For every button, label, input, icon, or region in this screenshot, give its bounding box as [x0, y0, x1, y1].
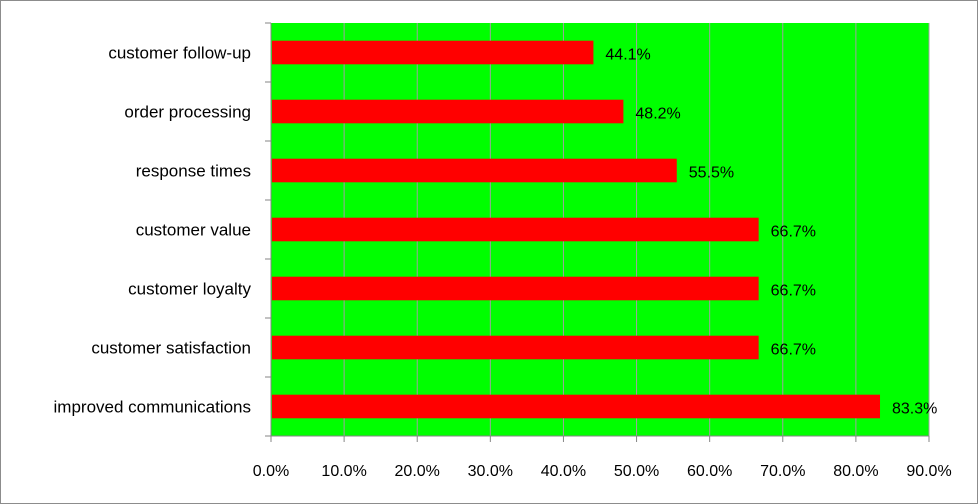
category-label: customer follow-up	[108, 44, 251, 63]
bar	[272, 217, 759, 242]
x-tick-label: 0.0%	[253, 463, 289, 480]
x-tick-label: 30.0%	[468, 463, 513, 480]
value-label: 66.7%	[771, 342, 816, 359]
value-label: 83.3%	[892, 401, 937, 418]
category-label: customer value	[136, 221, 251, 240]
category-label: order processing	[124, 103, 251, 122]
bar	[272, 158, 677, 183]
value-label: 48.2%	[635, 106, 680, 123]
value-label: 66.7%	[771, 224, 816, 241]
value-label: 44.1%	[605, 47, 650, 64]
category-label: response times	[136, 162, 251, 181]
x-tick-label: 80.0%	[833, 463, 878, 480]
bar	[272, 394, 881, 419]
x-tick-label: 10.0%	[321, 463, 366, 480]
bar	[272, 335, 759, 360]
category-label: customer satisfaction	[91, 339, 251, 358]
category-label: customer loyalty	[128, 280, 251, 299]
x-tick-label: 60.0%	[687, 463, 732, 480]
value-label: 66.7%	[771, 283, 816, 300]
bar	[272, 99, 624, 124]
bar	[272, 276, 759, 301]
x-tick-label: 40.0%	[541, 463, 586, 480]
x-tick-label: 70.0%	[760, 463, 805, 480]
x-tick-label: 20.0%	[395, 463, 440, 480]
x-tick-label: 90.0%	[906, 463, 951, 480]
category-label: improved communications	[54, 398, 251, 417]
x-tick-label: 50.0%	[614, 463, 659, 480]
bar	[272, 40, 594, 65]
value-label: 55.5%	[689, 165, 734, 182]
